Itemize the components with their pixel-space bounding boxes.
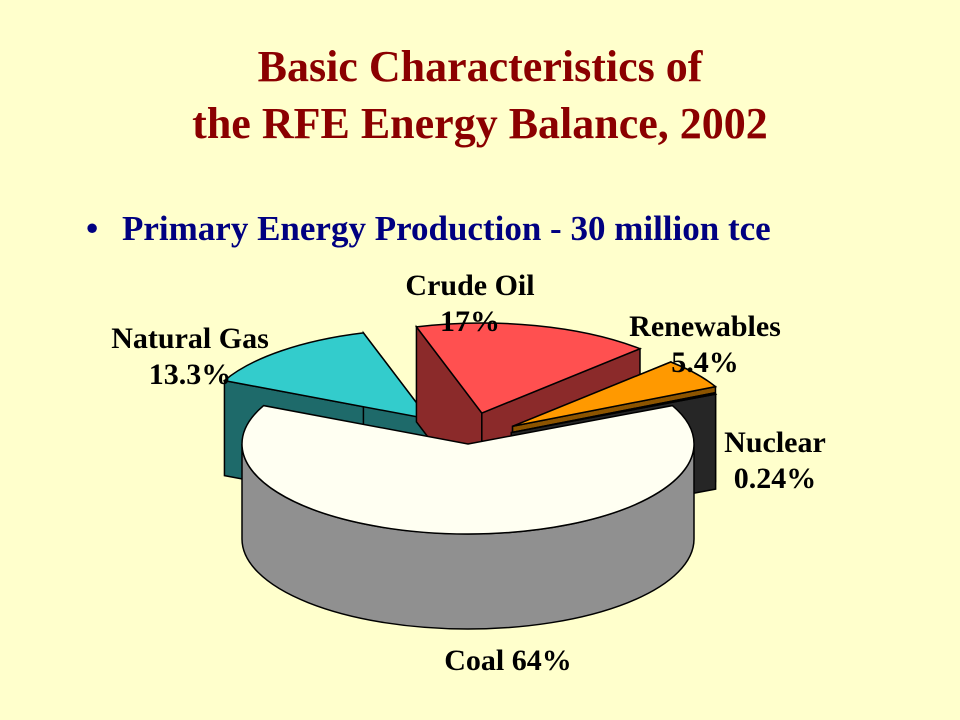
nuclear-value-label: 0.24%: [734, 462, 817, 495]
bullet-text: Primary Energy Production - 30 million t…: [122, 209, 771, 248]
slide-title: Basic Characteristics of the RFE Energy …: [0, 38, 960, 152]
crude-oil-label: Crude Oil: [405, 269, 534, 302]
natural-gas-slice: [222, 332, 431, 421]
nuclear-slice: [511, 392, 718, 434]
bullet-marker: •: [86, 209, 99, 248]
renewables-label: Renewables: [629, 310, 781, 343]
bullet-item: • Primary Energy Production - 30 million …: [86, 205, 771, 253]
natural-gas-value-label: 13.3%: [149, 358, 232, 391]
renewables-slice: [512, 361, 718, 428]
coal-slice: [241, 404, 695, 535]
natural-gas-label: Natural Gas: [111, 322, 269, 355]
title-line-2: the RFE Energy Balance, 2002: [192, 99, 768, 148]
title-line-1: Basic Characteristics of: [257, 42, 703, 91]
renewables-value-label: 5.4%: [671, 346, 739, 379]
crude-oil-value-label: 17%: [440, 305, 500, 338]
nuclear-label: Nuclear: [724, 426, 826, 459]
crude-oil-slice: [415, 322, 643, 414]
coal-label: Coal 64%: [444, 644, 572, 677]
